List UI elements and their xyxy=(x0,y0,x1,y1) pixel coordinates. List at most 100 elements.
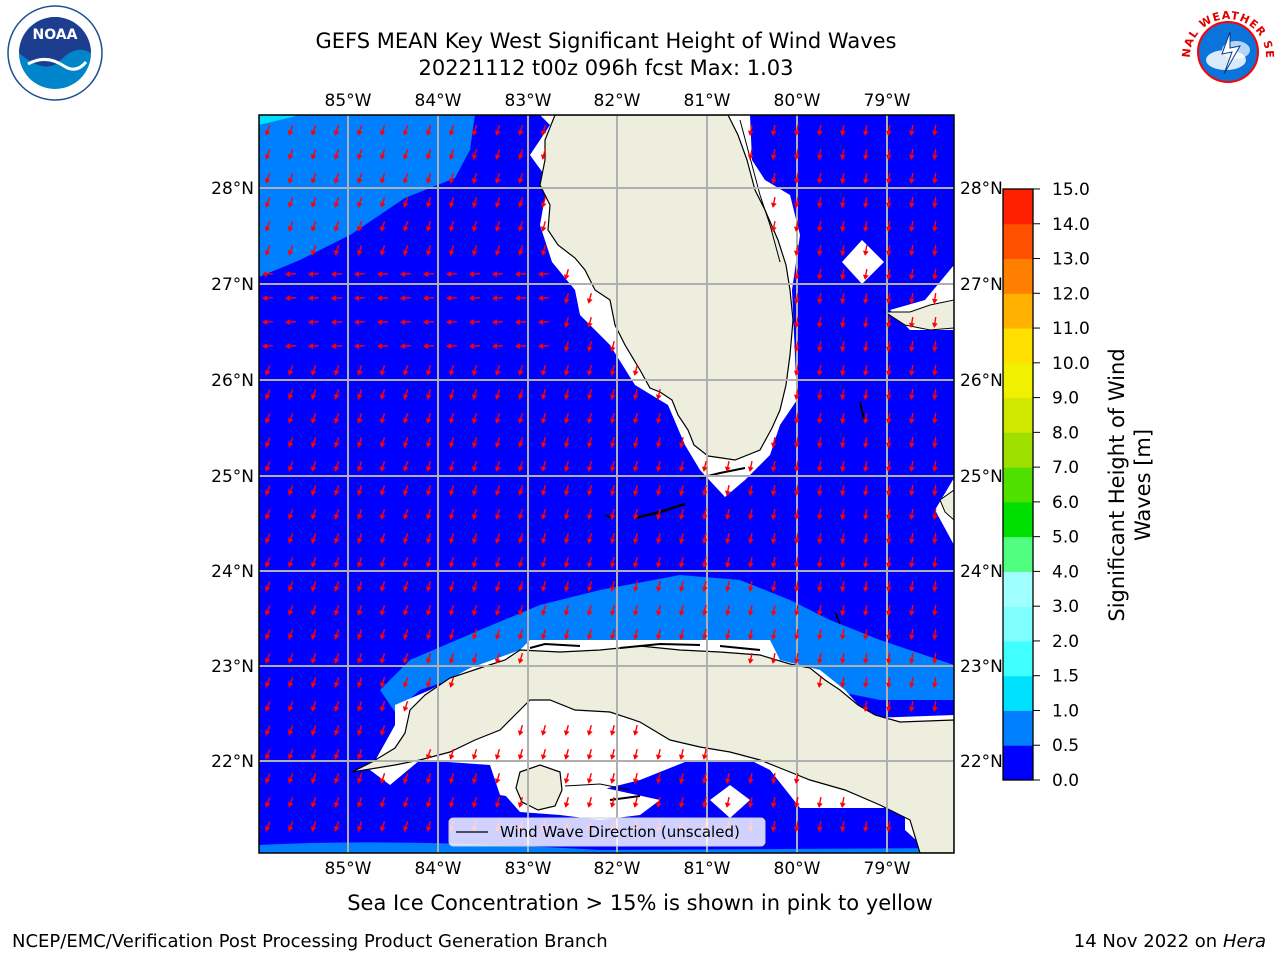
wind-wave-arrowhead xyxy=(425,154,432,160)
wind-wave-arrowhead xyxy=(793,586,800,592)
wind-wave-arrowhead xyxy=(333,682,340,688)
wind-wave-arrowhead xyxy=(839,418,846,424)
wind-wave-arrowhead xyxy=(724,610,731,616)
wind-wave-arrowhead xyxy=(862,178,869,184)
wind-wave-arrowhead xyxy=(446,271,452,278)
wind-wave-arrowhead xyxy=(816,610,823,616)
wind-wave-arrowhead xyxy=(423,319,429,326)
wind-wave-arrowhead xyxy=(931,538,938,544)
wind-wave-arrowhead xyxy=(287,585,294,592)
wind-wave-arrowhead xyxy=(770,802,777,808)
wind-wave-arrowhead xyxy=(931,226,938,232)
wind-wave-arrowhead xyxy=(655,394,662,400)
wind-wave-arrowhead xyxy=(908,682,915,688)
lon-tick-bottom: 82°W xyxy=(594,859,641,879)
wind-wave-arrowhead xyxy=(816,178,823,184)
wind-wave-arrowhead xyxy=(931,658,938,664)
wind-wave-arrowhead xyxy=(287,369,294,376)
wind-wave-arrowhead xyxy=(540,754,547,760)
wind-wave-arrowhead xyxy=(333,610,340,616)
colorbar-segment xyxy=(1003,397,1033,433)
wind-wave-arrowhead xyxy=(287,801,294,808)
wind-wave-arrowhead xyxy=(632,490,639,496)
wind-wave-arrowhead xyxy=(425,754,432,760)
wind-wave-arrowhead xyxy=(931,250,938,256)
wind-wave-arrowhead xyxy=(402,658,409,664)
wind-wave-arrowhead xyxy=(517,586,524,592)
wind-wave-arrowhead xyxy=(356,178,363,184)
wind-wave-arrowhead xyxy=(262,271,268,278)
wind-wave-arrowhead xyxy=(563,754,570,760)
wind-wave-arrowhead xyxy=(287,249,294,256)
wind-wave-arrowhead xyxy=(816,442,823,448)
wind-wave-arrowhead xyxy=(285,271,291,278)
wind-wave-arrowhead xyxy=(931,346,938,352)
wind-wave-arrowhead xyxy=(471,154,478,160)
wind-wave-arrowhead xyxy=(563,730,570,736)
wind-wave-arrowhead xyxy=(356,610,363,616)
wind-wave-arrowhead xyxy=(264,801,271,808)
wind-wave-arrowhead xyxy=(333,538,340,544)
wind-wave-arrowhead xyxy=(839,538,846,544)
wind-wave-arrowhead xyxy=(839,562,846,568)
wind-wave-arrowhead xyxy=(632,634,639,640)
wind-wave-arrowhead xyxy=(377,271,383,278)
wind-wave-arrowhead xyxy=(425,370,432,376)
colorbar-segment xyxy=(1003,223,1033,260)
colorbar-tick-label: 7.0 xyxy=(1052,458,1079,478)
wind-wave-arrowhead xyxy=(448,538,455,544)
wind-wave-arrowhead xyxy=(862,538,869,544)
wind-wave-arrowhead xyxy=(517,418,524,424)
wind-wave-arrowhead xyxy=(908,154,915,160)
wind-wave-arrowhead xyxy=(678,514,685,520)
wind-wave-arrowhead xyxy=(908,466,915,472)
wind-wave-arrowhead xyxy=(425,394,432,400)
wind-wave-arrowhead xyxy=(310,154,317,160)
wind-wave-arrowhead xyxy=(400,319,406,326)
wind-wave-arrowhead xyxy=(402,394,409,400)
wind-wave-arrowhead xyxy=(310,658,317,664)
wind-wave-arrowhead xyxy=(770,154,777,160)
wind-wave-arrowhead xyxy=(816,154,823,160)
wind-wave-arrowhead xyxy=(471,514,478,520)
wind-wave-arrowhead xyxy=(379,418,386,424)
wind-wave-arrowhead xyxy=(586,754,593,760)
lon-tick-top: 79°W xyxy=(864,91,911,111)
colorbar-tick-label: 5.0 xyxy=(1052,528,1079,548)
wind-wave-arrowhead xyxy=(448,418,455,424)
wind-wave-arrowhead xyxy=(839,154,846,160)
wind-wave-arrowhead xyxy=(517,370,524,376)
wind-wave-arrowhead xyxy=(517,562,524,568)
lon-tick-top: 83°W xyxy=(505,91,552,111)
wind-wave-arrowhead xyxy=(862,370,869,376)
wind-wave-arrowhead xyxy=(540,634,547,640)
wind-wave-arrowhead xyxy=(425,802,432,808)
wind-wave-arrowhead xyxy=(517,250,524,256)
wind-wave-arrowhead xyxy=(448,658,455,664)
sea-ice-note: Sea Ice Concentration > 15% is shown in … xyxy=(347,891,933,915)
wind-wave-arrowhead xyxy=(540,226,547,232)
lon-tick-top: 82°W xyxy=(594,91,641,111)
wind-wave-arrowhead xyxy=(862,514,869,520)
wind-wave-arrowhead xyxy=(402,706,409,712)
wind-wave-arrowhead xyxy=(333,826,340,832)
wind-wave-arrowhead xyxy=(931,274,938,280)
wind-wave-arrowhead xyxy=(862,274,869,280)
lat-tick-right: 27°N xyxy=(960,275,1003,295)
wind-wave-arrowhead xyxy=(678,778,685,784)
wind-wave-arrowhead xyxy=(563,442,570,448)
wind-wave-arrowhead xyxy=(333,418,340,424)
wind-wave-arrowhead xyxy=(379,202,386,208)
wind-wave-arrowhead xyxy=(471,418,478,424)
wind-wave-arrowhead xyxy=(356,538,363,544)
wind-wave-arrowhead xyxy=(862,466,869,472)
lon-tick-top: 85°W xyxy=(325,91,372,111)
wind-wave-arrowhead xyxy=(655,802,662,808)
wind-wave-arrowhead xyxy=(287,609,294,616)
wind-wave-arrowhead xyxy=(517,730,524,736)
wind-wave-arrowhead xyxy=(609,514,616,520)
wind-wave-arrowhead xyxy=(862,202,869,208)
wind-wave-arrowhead xyxy=(632,394,639,400)
wind-wave-arrowhead xyxy=(770,466,777,472)
lat-tick-left: 27°N xyxy=(211,275,254,295)
